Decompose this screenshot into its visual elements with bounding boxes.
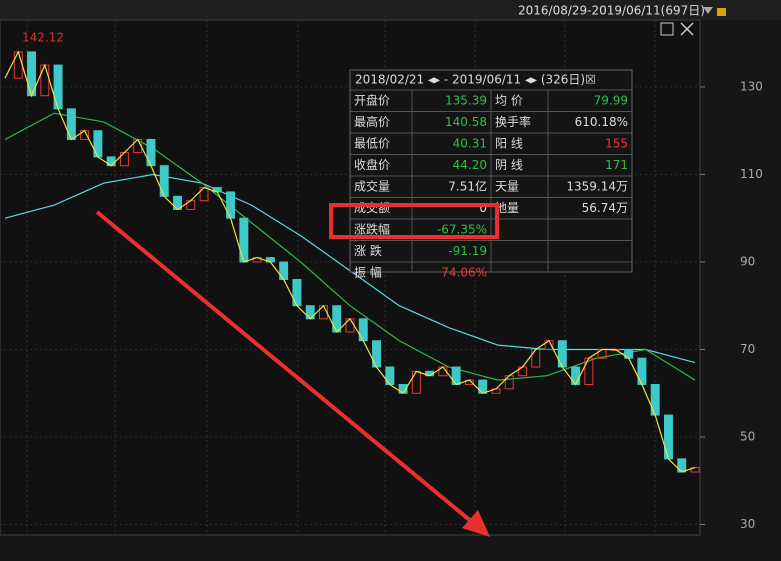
candle	[159, 165, 169, 197]
candle	[53, 64, 63, 110]
arrow-head	[462, 510, 490, 537]
candle	[93, 130, 103, 158]
y-tick-label: 50	[740, 429, 755, 443]
stat-label: 开盘价	[354, 92, 390, 107]
maximize-button[interactable]	[660, 22, 674, 36]
candle	[372, 340, 382, 368]
stat-label: 成交量	[354, 178, 390, 193]
stat-value: 40.31	[453, 136, 487, 150]
stat-label: 最高价	[354, 114, 390, 129]
stat-label: 成交额	[354, 200, 390, 215]
stats-panel: 2018/02/21 ◂▸ - 2019/06/11 ◂▸ (326日)☒ 开盘价…	[349, 69, 633, 279]
closes-line	[4, 50, 696, 473]
y-tick-label: 30	[740, 517, 755, 531]
stat-value: 155	[605, 136, 628, 150]
max-price-label: 142.12	[22, 31, 64, 45]
stat-label: 涨 跌	[354, 243, 382, 258]
candle	[292, 278, 302, 307]
panel-title: 2018/02/21 ◂▸ - 2019/06/11 ◂▸ (326日)☒	[355, 73, 596, 87]
stat-value: 74.06%	[441, 265, 487, 279]
candle	[332, 305, 342, 333]
stat-value: 79.99	[594, 93, 628, 107]
candle	[385, 366, 395, 385]
stat-value: 56.74万	[582, 201, 628, 215]
close-button[interactable]	[680, 22, 694, 36]
top-bar	[0, 0, 781, 20]
stat-value: 44.20	[453, 158, 487, 172]
candle	[146, 138, 156, 167]
candle	[637, 357, 647, 385]
candle	[663, 414, 673, 460]
candle	[557, 340, 567, 368]
stat-label: 振 幅	[354, 264, 382, 279]
y-tick-label: 130	[740, 79, 763, 93]
stat-value: 0	[479, 201, 487, 215]
candle	[226, 191, 236, 219]
lock-icon[interactable]	[717, 8, 726, 16]
stat-value: -91.19	[448, 244, 487, 258]
candle	[650, 383, 660, 416]
stat-value: 1359.14万	[566, 179, 628, 193]
stat-value: 7.51亿	[448, 178, 487, 193]
y-tick-label: 110	[740, 167, 763, 181]
stat-label: 地量	[495, 201, 519, 215]
stat-value: 171	[605, 158, 628, 172]
stat-value: 135.39	[445, 93, 487, 107]
stat-label: 最低价	[354, 136, 390, 150]
stat-label: 均 价	[495, 93, 523, 107]
stat-label: 阴 线	[495, 158, 523, 172]
stat-label: 换手率	[495, 114, 531, 129]
candle	[451, 366, 461, 385]
y-tick-label: 90	[740, 254, 755, 268]
highlight-box	[329, 203, 499, 239]
stat-value: 140.58	[445, 115, 487, 129]
trend-arrow	[95, 210, 474, 524]
stat-value: -67.35%	[437, 222, 487, 236]
stat-label: 涨跌幅	[354, 221, 390, 236]
candle	[358, 318, 368, 342]
candle	[279, 261, 289, 280]
candle	[239, 217, 249, 263]
dropdown-icon[interactable]	[703, 7, 713, 14]
ma-mid-line	[4, 112, 696, 381]
stat-value: 610.18%	[575, 115, 628, 129]
stat-label: 天量	[495, 179, 519, 193]
stat-label: 收盘价	[354, 157, 390, 172]
y-tick-label: 70	[740, 342, 755, 356]
candle	[66, 108, 76, 140]
date-range: 2016/08/29-2019/06/11(697日)	[518, 4, 705, 18]
candle	[571, 366, 581, 385]
stat-label: 阳 线	[495, 136, 523, 150]
